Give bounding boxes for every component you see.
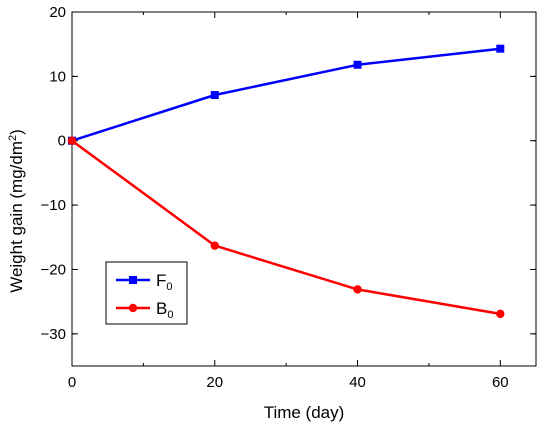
legend-entry-f0: F0 <box>116 271 173 293</box>
plot-frame <box>71 11 537 367</box>
data-point-b0 <box>496 309 505 319</box>
legend-label-b0: B0 <box>156 299 173 321</box>
data-point-b0 <box>210 241 219 250</box>
data-point-f0 <box>353 60 362 69</box>
legend-label-f0: F0 <box>156 271 173 293</box>
legend-marker-f0 <box>129 276 137 284</box>
data-point-f0 <box>496 44 505 53</box>
legend-label-f0-sub: 0 <box>166 281 172 293</box>
y-tick-label: −30 <box>41 326 66 343</box>
y-axis-title-main: Weight gain (mg/dm <box>7 141 26 293</box>
y-axis-title-superscript: 2 <box>7 135 19 141</box>
series-line-f0 <box>71 47 501 142</box>
y-axis-title: Weight gain (mg/dm2) <box>7 129 26 293</box>
y-tick-label: 20 <box>49 4 66 21</box>
x-tick-label: 60 <box>492 374 509 391</box>
legend-marker-b0 <box>128 303 138 313</box>
x-tick-label: 40 <box>349 374 366 391</box>
y-tick-label: 0 <box>58 133 66 150</box>
legend: F0 B0 <box>105 261 188 325</box>
y-tick-label: −20 <box>41 261 66 278</box>
legend-entry-b0: B0 <box>116 299 173 321</box>
x-axis-title: Time (day) <box>264 403 345 422</box>
data-point-f0 <box>210 91 219 100</box>
data-point-b0 <box>67 136 77 145</box>
series-layer <box>67 44 505 319</box>
legend-label-f0-main: F <box>156 271 166 290</box>
data-point-b0 <box>353 285 362 294</box>
legend-label-b0-main: B <box>156 299 167 318</box>
y-tick-label: 10 <box>49 68 66 85</box>
legend-label-b0-sub: 0 <box>167 309 173 321</box>
legend-box <box>105 261 188 325</box>
series-line-b0 <box>71 139 501 316</box>
plot-area <box>71 11 537 367</box>
axis-ticks: 20 10 0 −10 −20 −30 0 20 40 60 <box>41 4 536 391</box>
y-tick-label: −10 <box>41 197 66 214</box>
x-tick-label: 0 <box>68 374 76 391</box>
x-tick-label: 20 <box>206 374 223 391</box>
y-axis-title-end: ) <box>7 129 26 135</box>
